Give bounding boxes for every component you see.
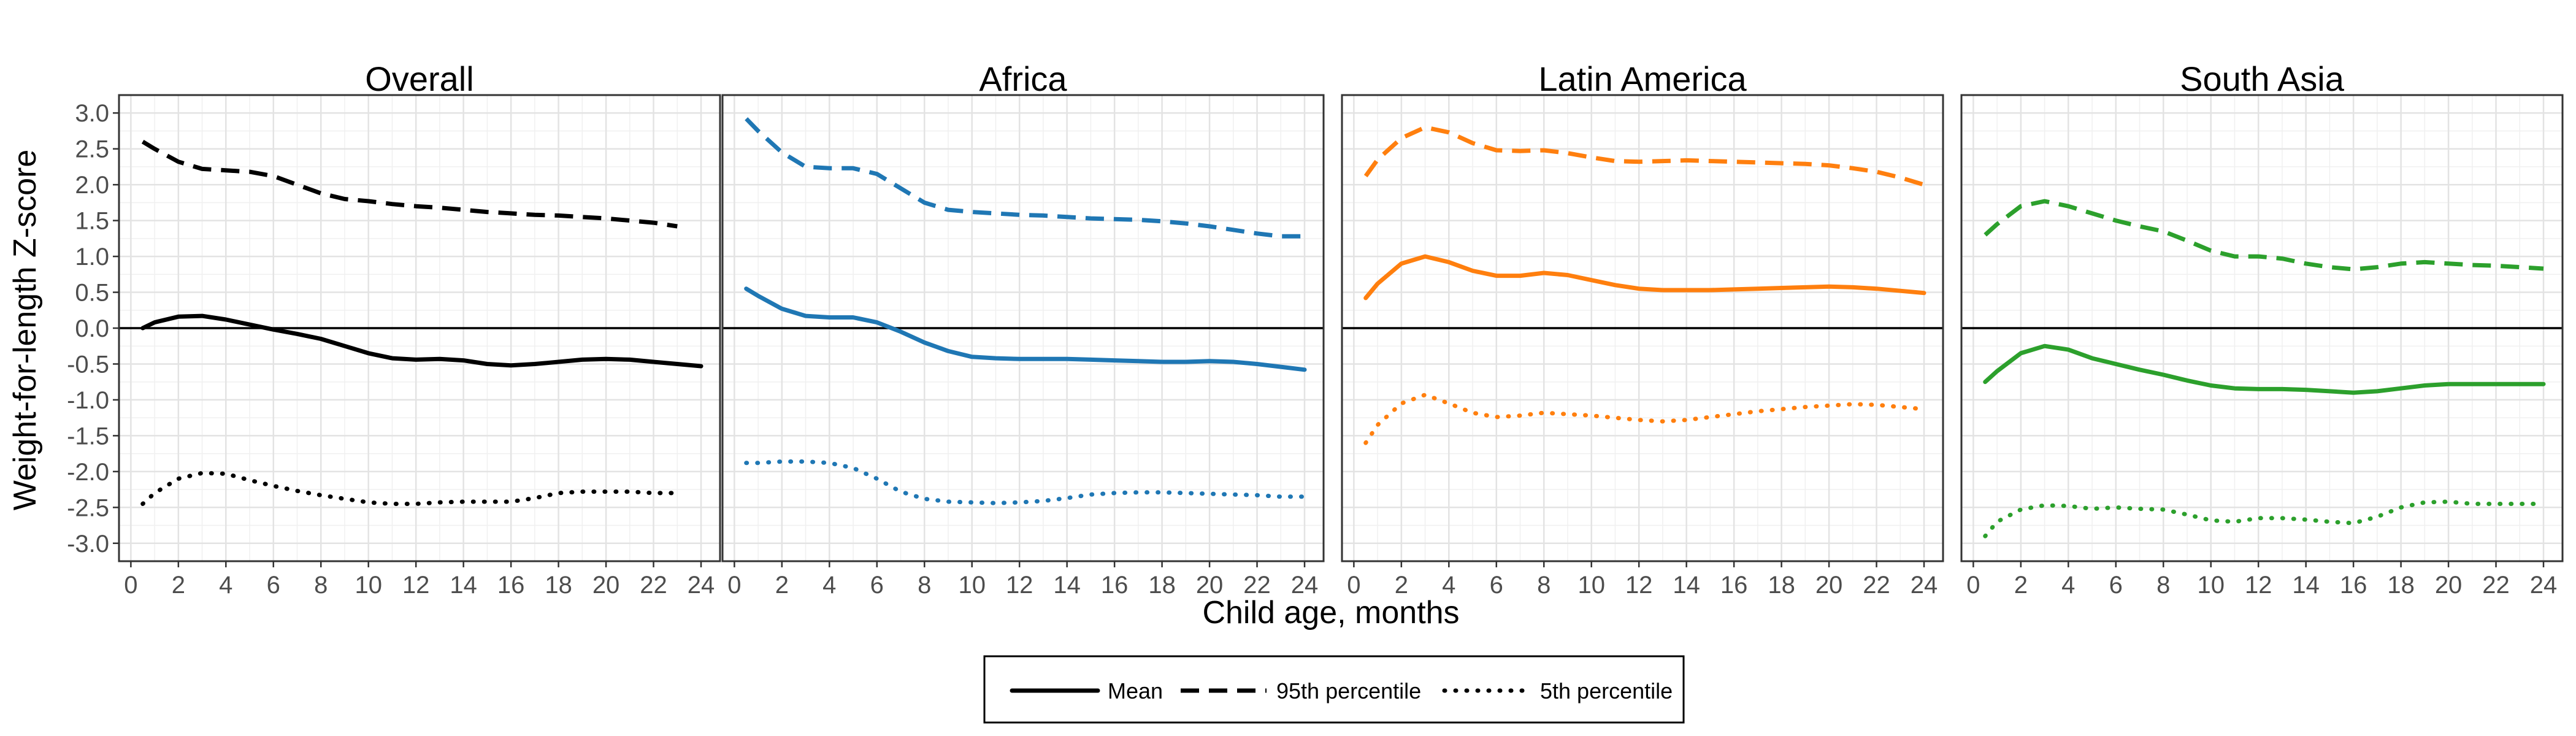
y-tick-label: 1.5 — [75, 208, 109, 235]
series-line-dashed — [745, 117, 1305, 239]
series-line-dotted — [140, 470, 680, 506]
x-tick-label: 24 — [688, 572, 715, 599]
panel-title: Africa — [979, 59, 1067, 98]
x-tick-label: 6 — [870, 572, 884, 599]
x-tick-label: 4 — [822, 572, 836, 599]
series-line-dotted — [1363, 393, 1926, 445]
x-tick-label: 16 — [497, 572, 525, 599]
x-tick-label: 18 — [1148, 572, 1176, 599]
y-tick-label: -1.0 — [67, 387, 109, 414]
x-tick-label: 24 — [2530, 572, 2558, 599]
x-tick-label: 4 — [1442, 572, 1455, 599]
x-tick-label: 14 — [1673, 572, 1700, 599]
panel-border — [1341, 94, 1944, 562]
x-tick-label: 10 — [1577, 572, 1605, 599]
x-tick-label: 4 — [2061, 572, 2075, 599]
y-tick-label: 1.0 — [75, 243, 109, 270]
panel-border — [721, 94, 1325, 562]
x-tick-label: 22 — [1243, 572, 1271, 599]
y-tick-label: -2.0 — [67, 459, 109, 486]
x-tick-label: 22 — [2482, 572, 2510, 599]
x-tick-label: 2 — [1395, 572, 1408, 599]
x-tick-label: 0 — [1347, 572, 1360, 599]
x-tick-label: 8 — [1537, 572, 1551, 599]
legend-box — [983, 655, 1685, 724]
x-axis-title: Child age, months — [1202, 595, 1459, 631]
panel-title: Overall — [365, 59, 473, 98]
x-tick-label: 8 — [2156, 572, 2170, 599]
series-line-solid — [1983, 343, 2546, 395]
series-line-solid — [744, 286, 1307, 372]
legend-label: Mean — [1108, 678, 1163, 703]
x-tick-label: 22 — [640, 572, 667, 599]
y-tick-label: -2.5 — [67, 494, 109, 521]
x-tick-label: 10 — [958, 572, 986, 599]
x-tick-label: 20 — [592, 572, 620, 599]
legend-items: Mean 95th percentile 5th percentile — [1010, 678, 1673, 703]
x-tick-label: 20 — [1815, 572, 1843, 599]
series-line-solid — [1363, 254, 1926, 301]
panel-title: Latin America — [1538, 59, 1747, 98]
series-line-dashed — [1984, 199, 2544, 272]
x-tick-label: 0 — [727, 572, 741, 599]
legend-label: 5th percentile — [1540, 678, 1673, 703]
y-tick-label: 2.5 — [75, 136, 109, 163]
x-tick-label: 24 — [1291, 572, 1319, 599]
series-line-dashed — [1363, 125, 1925, 187]
series-line-dotted — [1983, 499, 2546, 539]
series-line-dashed — [141, 140, 678, 229]
x-tick-label: 6 — [2109, 572, 2123, 599]
x-tick-label: 16 — [2340, 572, 2367, 599]
legend-label: 95th percentile — [1276, 678, 1421, 703]
x-tick-label: 12 — [2245, 572, 2272, 599]
x-tick-label: 20 — [2435, 572, 2463, 599]
y-axis-title: Weight-for-length Z-score — [7, 150, 43, 511]
legend: Mean 95th percentile 5th percentile — [983, 655, 1685, 724]
x-tick-label: 16 — [1720, 572, 1748, 599]
x-tick-label: 2 — [775, 572, 789, 599]
x-tick-label: 18 — [545, 572, 572, 599]
x-tick-label: 6 — [1490, 572, 1503, 599]
x-tick-label: 12 — [402, 572, 430, 599]
y-tick-label: -3.0 — [67, 531, 109, 558]
x-tick-label: 14 — [450, 572, 477, 599]
x-tick-label: 0 — [1966, 572, 1980, 599]
x-tick-label: 2 — [2014, 572, 2028, 599]
x-tick-label: 20 — [1196, 572, 1224, 599]
x-tick-label: 12 — [1625, 572, 1653, 599]
y-tick-label: 0.0 — [75, 315, 109, 342]
x-tick-label: 10 — [2197, 572, 2225, 599]
y-tick-label: 0.5 — [75, 280, 109, 307]
x-tick-label: 0 — [124, 572, 137, 599]
x-tick-label: 8 — [918, 572, 931, 599]
series-line-solid — [140, 313, 703, 369]
x-tick-label: 24 — [1911, 572, 1938, 599]
x-tick-label: 12 — [1006, 572, 1033, 599]
x-tick-label: 22 — [1863, 572, 1890, 599]
x-tick-label: 18 — [1768, 572, 1795, 599]
y-tick-label: -1.5 — [67, 423, 109, 450]
x-tick-label: 2 — [172, 572, 185, 599]
x-tick-label: 10 — [355, 572, 382, 599]
x-tick-label: 14 — [2292, 572, 2320, 599]
y-tick-label: 2.0 — [75, 172, 109, 199]
x-tick-label: 14 — [1053, 572, 1081, 599]
y-tick-label: 3.0 — [75, 100, 109, 127]
x-tick-label: 16 — [1101, 572, 1129, 599]
panel-title: South Asia — [2180, 59, 2345, 98]
x-tick-label: 6 — [267, 572, 280, 599]
x-tick-label: 8 — [314, 572, 328, 599]
y-tick-label: -0.5 — [67, 351, 109, 378]
x-tick-label: 18 — [2387, 572, 2415, 599]
panel-border — [1960, 94, 2564, 562]
x-tick-label: 4 — [219, 572, 232, 599]
